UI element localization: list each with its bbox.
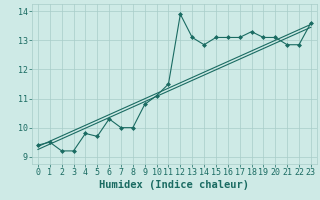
X-axis label: Humidex (Indice chaleur): Humidex (Indice chaleur) bbox=[100, 180, 249, 190]
